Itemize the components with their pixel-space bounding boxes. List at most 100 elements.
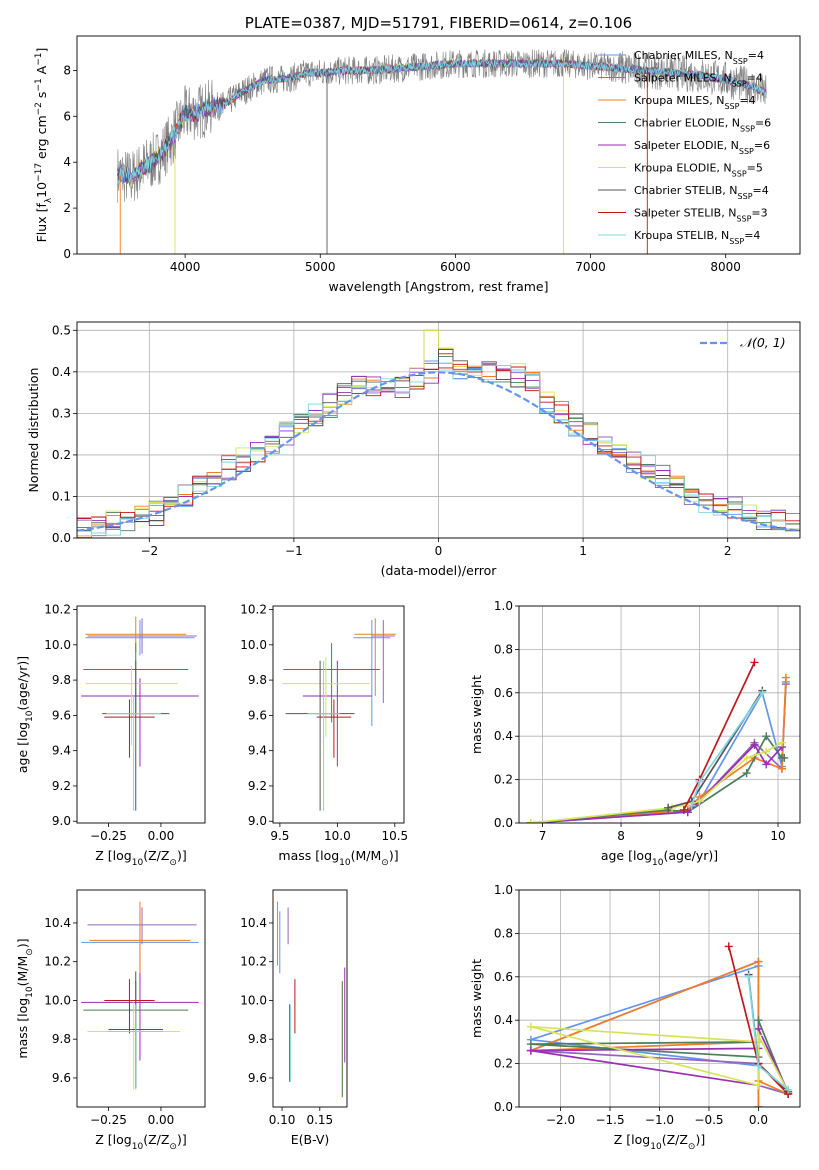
x-tick-label: −2.0 [546, 1113, 575, 1127]
x-axis-label-part: ⊙ [169, 858, 177, 868]
legend-entry: Chabrier ELODIE, NSSP=6 [634, 117, 771, 134]
y-tick-label: 9.8 [248, 673, 267, 687]
y-axis-label-part: −1 [34, 78, 44, 91]
y-axis-label: mass weight [469, 675, 484, 754]
y-axis-label-part: erg cm [34, 115, 49, 163]
y-tick-label: 0.4 [494, 1013, 513, 1027]
y-tick-label: 9.8 [248, 1032, 267, 1046]
y-tick-label: 10.2 [240, 603, 267, 617]
weight-marker [780, 753, 789, 762]
y-axis-label: mass weight [469, 959, 484, 1038]
axes-age_vs_Z: −0.25 0.009.09.29.49.69.810.010.2Z [log10… [15, 603, 187, 868]
x-tick-label: −2 [140, 544, 158, 558]
legend-tail: =4 [748, 49, 764, 62]
weight-marker [742, 753, 751, 762]
legend-sub: SSP [738, 192, 753, 201]
y-tick-label: 9.6 [248, 708, 267, 722]
weight-marker [784, 1085, 793, 1094]
weight-line-kroupa_miles [530, 677, 787, 823]
legend-sub: SSP [732, 79, 747, 88]
x-tick-label: −1.0 [645, 1113, 674, 1127]
legend-tail: =6 [755, 117, 771, 130]
y-axis-label-part: Flux [f [34, 203, 49, 243]
x-tick-label: 0.0 [749, 1113, 768, 1127]
x-tick-label: 5000 [305, 260, 336, 274]
y-tick-label: 10.2 [240, 955, 267, 969]
axes-weight_vs_Z: −2.0 −1.5 −1.0 −0.5 0.0 0.0 0.2 0.4 0.6 0.8 1.0 Z [… [469, 883, 800, 1152]
y-tick-label: 10.0 [240, 638, 267, 652]
y-tick-label: 10.2 [44, 955, 71, 969]
x-axis-label-part: mass [log [278, 848, 339, 863]
x-tick-label: 0 [435, 544, 443, 558]
legend-entry: Salpeter STELIB, NSSP=3 [634, 207, 768, 224]
weight-marker [724, 942, 733, 951]
legend-tail: =4 [753, 184, 769, 197]
errorbar-plot-area-mass_vs_Z [81, 901, 199, 1090]
y-axis-label: mass [log10(M/M⊙)] [15, 938, 35, 1058]
legend-text: Salpeter ELODIE, N [634, 139, 739, 152]
legend-tail: =4 [739, 94, 755, 107]
legend-text: Kroupa STELIB, N [634, 229, 729, 242]
x-tick-label: 10 [770, 829, 785, 843]
normal-distribution-curve [77, 371, 800, 532]
frame-mass_vs_Z [76, 889, 206, 1108]
axes-mass_vs_Z: −0.25 0.009.69.810.010.210.4Z [log10(Z/Z⊙… [15, 916, 187, 1152]
weight-marker [754, 1081, 763, 1090]
spectrum-title: PLATE=0387, MJD=51791, FIBERID=0614, z=0… [245, 14, 632, 32]
x-axis-label: wavelength [Angstrom, rest frame] [328, 279, 548, 294]
legend-text: Chabrier ELODIE, N [634, 117, 740, 130]
weight-marker [762, 747, 771, 756]
y-tick-label: 10.0 [44, 638, 71, 652]
y-tick-label: 9.6 [52, 708, 71, 722]
x-axis-label-part: 10 [132, 1142, 144, 1152]
y-tick-label: 0.1 [52, 489, 71, 503]
legend-entry: 𝒩(0, 1) [740, 335, 786, 350]
weight-marker [695, 797, 704, 806]
x-tick-label: 9.5 [270, 829, 289, 843]
x-tick-label: −1.5 [595, 1113, 624, 1127]
y-axis-label-part: λ [44, 197, 54, 203]
y-tick-label: 2 [63, 201, 71, 215]
legend-text: Salpeter MILES, N [634, 72, 732, 85]
weight-marker [754, 1103, 763, 1107]
x-tick-label: 7 [539, 829, 547, 843]
y-tick-label: 0.5 [52, 323, 71, 337]
frame-mass_vs_EBV [272, 889, 348, 1108]
legend-text: Chabrier STELIB, N [634, 184, 738, 197]
y-tick-label: 9.0 [248, 814, 267, 828]
frame-weight_vs_age [518, 605, 801, 824]
x-axis-label-part: ⊙ [169, 1142, 177, 1152]
x-tick-label: 8 [617, 829, 625, 843]
frame-weight_vs_Z [518, 889, 801, 1108]
y-tick-label: 9.6 [52, 1071, 71, 1085]
y-axis-label: age [log10(age/yr)] [15, 656, 35, 773]
weight-marker [526, 819, 535, 823]
x-axis-label-part: Z [log [95, 848, 131, 863]
weight-line-kroupa_miles [530, 960, 789, 1107]
x-axis-label-part: (age/yr)] [663, 848, 718, 863]
y-axis-label-part: mass [log [15, 998, 30, 1059]
legend-entry: Salpeter MILES, NSSP=4 [634, 72, 763, 89]
y-tick-label: 0.2 [494, 773, 513, 787]
y-axis-label-part: s [34, 92, 49, 103]
x-tick-label: 10.5 [381, 829, 408, 843]
y-tick-label: 9.0 [52, 814, 71, 828]
frame-age_vs_Z [76, 605, 206, 824]
legend-sub: SSP [733, 57, 748, 66]
x-axis-label-part: 10 [650, 1142, 662, 1152]
legend-text: Kroupa ELODIE, N [634, 162, 732, 175]
weight-marker [526, 1022, 535, 1031]
histogram-legend: 𝒩(0, 1) [700, 335, 786, 350]
legend-entry: Chabrier STELIB, NSSP=4 [634, 184, 769, 201]
errorbar-plot-area-age_vs_mass [282, 618, 396, 811]
weight-marker [750, 658, 759, 667]
x-axis-label-part: )] [177, 848, 187, 863]
y-tick-label: 10.0 [44, 993, 71, 1007]
x-axis-label-part: (M/M [351, 848, 382, 863]
weight-marker [762, 732, 771, 741]
weight-marker [777, 738, 786, 747]
legend-tail: =6 [754, 139, 770, 152]
x-axis-label: E(B-V) [291, 1132, 330, 1147]
y-tick-label: 0.0 [494, 1100, 513, 1114]
x-tick-label: 0.10 [269, 1113, 296, 1127]
